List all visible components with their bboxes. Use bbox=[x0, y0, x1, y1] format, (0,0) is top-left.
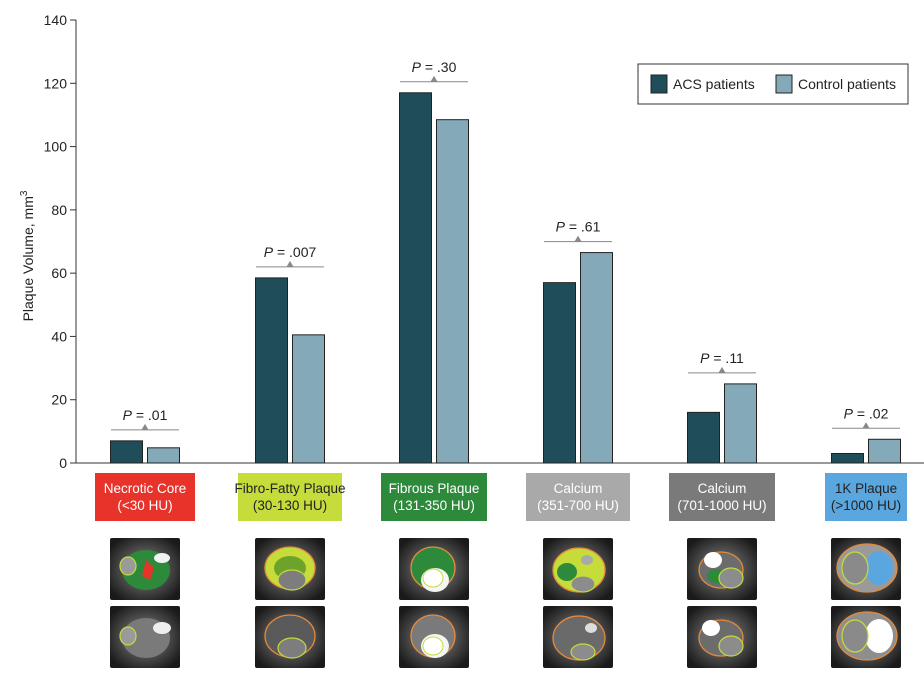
legend-swatch-acs bbox=[651, 75, 667, 93]
y-tick-label: 20 bbox=[51, 392, 67, 408]
thumbnail-fibro-fatty-highlight bbox=[255, 538, 325, 600]
p-value-label: P = .01 bbox=[123, 407, 168, 423]
thumbnail-1k-plaque-highlight bbox=[831, 538, 901, 600]
thumbnail-1k-plaque-plain bbox=[831, 606, 901, 668]
p-value-label: P = .61 bbox=[556, 219, 601, 235]
category-label-line1: 1K Plaque bbox=[835, 480, 897, 497]
p-value-label: P = .11 bbox=[700, 350, 744, 366]
p-bracket-caret bbox=[863, 422, 870, 428]
p-bracket-caret bbox=[142, 424, 149, 430]
p-value-label: P = .007 bbox=[264, 244, 317, 260]
bar-acs-0 bbox=[111, 441, 143, 463]
p-bracket-caret bbox=[575, 236, 582, 242]
category-label-line1: Calcium bbox=[698, 480, 747, 497]
bar-acs-2 bbox=[400, 93, 432, 463]
y-tick-label: 120 bbox=[44, 75, 68, 91]
bars bbox=[111, 93, 901, 463]
bar-control-1 bbox=[293, 335, 325, 463]
p-value-label: P = .02 bbox=[844, 405, 889, 421]
category-label-line2: (351-700 HU) bbox=[537, 497, 619, 514]
y-tick-label: 100 bbox=[44, 139, 68, 155]
category-label-line2: (701-1000 HU) bbox=[677, 497, 766, 514]
category-label-1: Fibro-Fatty Plaque (30-130 HU) bbox=[238, 473, 342, 521]
category-label-0: Necrotic Core (<30 HU) bbox=[95, 473, 195, 521]
legend: ACS patients Control patients bbox=[638, 64, 908, 104]
y-axis-label: Plaque Volume, mm3 bbox=[19, 190, 36, 321]
p-bracket-caret bbox=[431, 76, 438, 82]
thumbnail-calcium-701-1000-plain bbox=[687, 606, 757, 668]
y-tick-label: 60 bbox=[51, 265, 67, 281]
bar-acs-4 bbox=[688, 412, 720, 463]
category-label-line2: (>1000 HU) bbox=[831, 497, 901, 514]
bar-control-4 bbox=[725, 384, 757, 463]
y-tick-label: 0 bbox=[59, 455, 67, 471]
y-tick-label: 40 bbox=[51, 328, 67, 344]
legend-label-acs: ACS patients bbox=[673, 76, 755, 92]
thumbnail-calcium-351-700-highlight bbox=[543, 538, 613, 600]
bar-control-5 bbox=[869, 439, 901, 463]
thumbnail-calcium-701-1000-highlight bbox=[687, 538, 757, 600]
bar-acs-3 bbox=[544, 283, 576, 463]
y-tick-label: 80 bbox=[51, 202, 67, 218]
thumbnail-necrotic-core-plain bbox=[110, 606, 180, 668]
legend-label-control: Control patients bbox=[798, 76, 896, 92]
p-value-annotations: P = .01 P = .007 P = .30 P = .61 P = .11 P = … bbox=[111, 59, 900, 430]
bar-acs-1 bbox=[256, 278, 288, 463]
category-label-4: Calcium (701-1000 HU) bbox=[669, 473, 775, 521]
category-label-line1: Necrotic Core bbox=[104, 480, 187, 497]
bar-control-2 bbox=[437, 120, 469, 463]
category-label-line2: (<30 HU) bbox=[117, 497, 172, 514]
y-tick-label: 140 bbox=[44, 12, 68, 28]
category-label-5: 1K Plaque (>1000 HU) bbox=[825, 473, 907, 521]
bar-control-0 bbox=[148, 448, 180, 463]
thumbnail-fibrous-plain bbox=[399, 606, 469, 668]
p-bracket-caret bbox=[719, 367, 726, 373]
bar-acs-5 bbox=[832, 454, 864, 463]
p-bracket-caret bbox=[287, 261, 294, 267]
bar-control-3 bbox=[581, 253, 613, 463]
category-label-line1: Fibrous Plaque bbox=[389, 480, 480, 497]
category-label-3: Calcium (351-700 HU) bbox=[526, 473, 630, 521]
category-label-line2: (30-130 HU) bbox=[253, 497, 327, 514]
thumbnail-necrotic-core-highlight bbox=[110, 538, 180, 600]
legend-swatch-control bbox=[776, 75, 792, 93]
category-label-line1: Fibro-Fatty Plaque bbox=[234, 480, 345, 497]
category-label-line1: Calcium bbox=[554, 480, 603, 497]
p-value-label: P = .30 bbox=[412, 59, 457, 75]
category-label-line2: (131-350 HU) bbox=[393, 497, 475, 514]
thumbnail-calcium-351-700-plain bbox=[543, 606, 613, 668]
category-label-2: Fibrous Plaque (131-350 HU) bbox=[381, 473, 487, 521]
thumbnail-fibro-fatty-plain bbox=[255, 606, 325, 668]
thumbnail-fibrous-highlight bbox=[399, 538, 469, 600]
